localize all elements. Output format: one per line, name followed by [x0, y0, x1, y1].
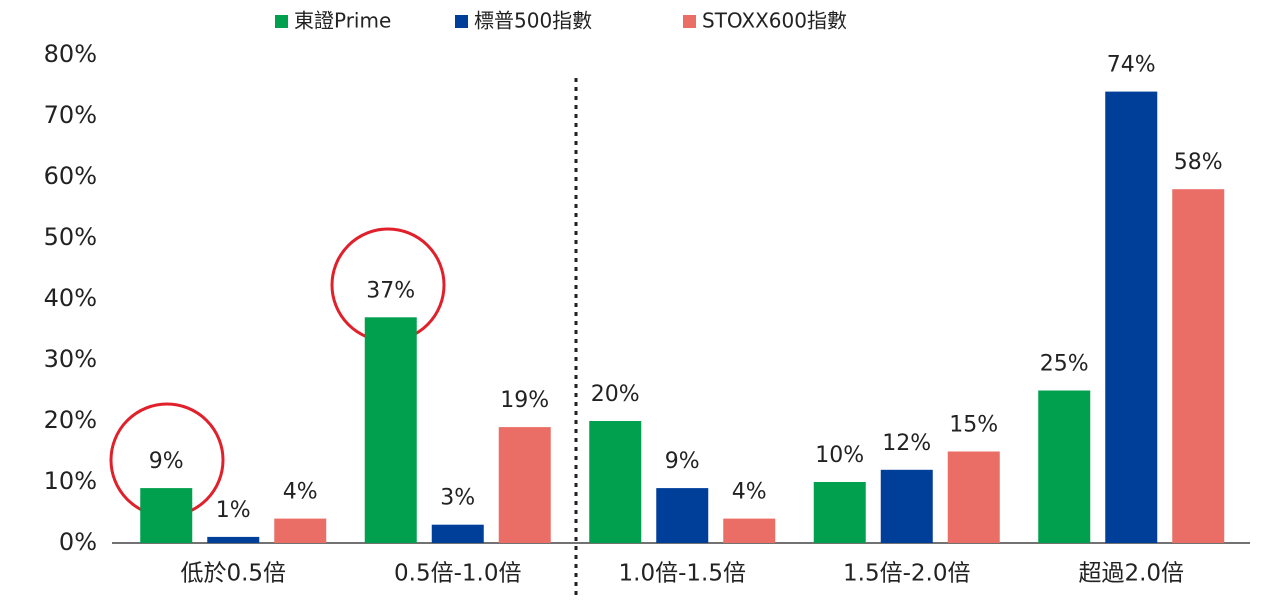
bar	[364, 317, 417, 543]
bar	[498, 427, 551, 543]
y-tick-label: 80%	[44, 40, 97, 68]
value-label: 58%	[1174, 150, 1223, 175]
bar	[723, 518, 776, 543]
bar	[589, 421, 642, 543]
legend-label: 東證Prime	[294, 9, 391, 33]
value-label: 74%	[1107, 53, 1156, 78]
value-label: 4%	[732, 480, 767, 505]
y-tick-label: 0%	[59, 528, 97, 556]
value-label: 25%	[1040, 352, 1089, 377]
x-tick-label: 1.5倍-2.0倍	[843, 561, 970, 587]
value-label: 20%	[591, 382, 640, 407]
value-label: 9%	[665, 449, 700, 474]
bar	[274, 518, 327, 543]
value-label: 9%	[149, 449, 184, 474]
bar	[813, 482, 866, 543]
y-tick-label: 70%	[44, 101, 97, 129]
y-tick-label: 20%	[44, 406, 97, 434]
value-label: 10%	[815, 443, 864, 468]
value-label: 4%	[283, 480, 318, 505]
bar	[947, 451, 1000, 543]
bar	[207, 536, 260, 543]
y-tick-label: 60%	[44, 162, 97, 190]
x-tick-label: 0.5倍-1.0倍	[394, 561, 521, 587]
y-tick-label: 30%	[44, 345, 97, 373]
x-tick-label: 1.0倍-1.5倍	[619, 561, 746, 587]
bar	[880, 469, 933, 543]
x-tick-label: 超過2.0倍	[1078, 561, 1184, 587]
legend-swatch	[455, 15, 468, 28]
legend-label: 標普500指數	[474, 9, 592, 33]
value-label: 3%	[440, 486, 475, 511]
legend-label: STOXX600指數	[702, 9, 847, 33]
bar	[1038, 390, 1091, 543]
bar	[1172, 189, 1225, 543]
value-label: 1%	[216, 498, 251, 523]
bar	[140, 488, 193, 543]
x-tick-label: 低於0.5倍	[180, 561, 286, 587]
bar	[431, 524, 484, 543]
y-tick-label: 40%	[44, 284, 97, 312]
value-label: 12%	[882, 431, 931, 456]
bar	[656, 488, 709, 543]
y-tick-label: 10%	[44, 467, 97, 495]
legend-swatch	[683, 15, 696, 28]
value-label: 19%	[500, 388, 549, 413]
bar	[1105, 91, 1158, 543]
legend-swatch	[275, 15, 288, 28]
value-label: 37%	[366, 278, 415, 303]
y-tick-label: 50%	[44, 223, 97, 251]
value-label: 15%	[949, 413, 998, 438]
